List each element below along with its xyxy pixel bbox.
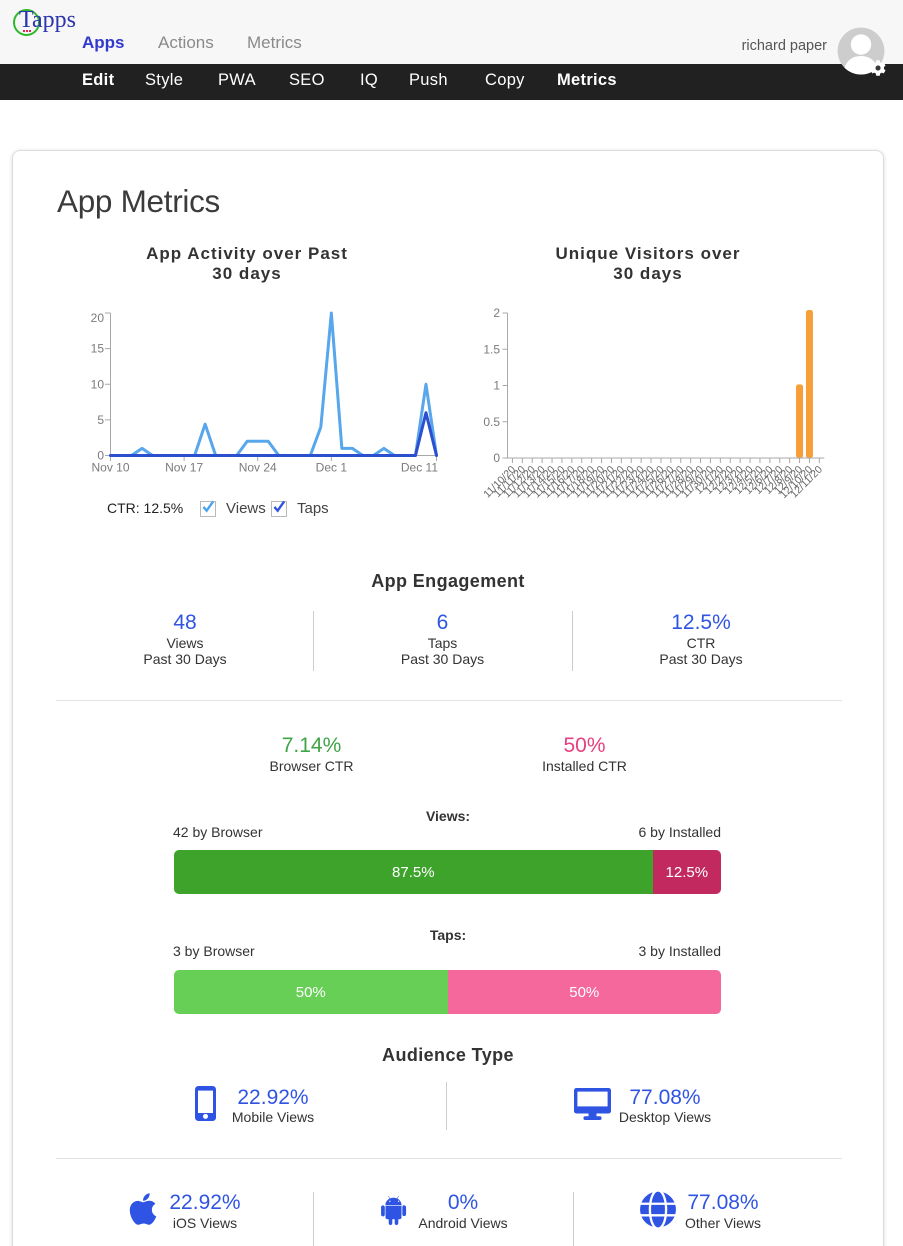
svg-text:0: 0	[97, 449, 104, 463]
svg-text:2: 2	[493, 306, 500, 320]
svg-text:Dec 1: Dec 1	[316, 461, 348, 475]
svg-text:15: 15	[91, 342, 105, 356]
svg-text:1.5: 1.5	[483, 342, 500, 356]
svg-text:20: 20	[91, 311, 105, 325]
svg-text:0: 0	[493, 451, 500, 465]
svg-text:0.5: 0.5	[483, 415, 500, 429]
svg-text:Nov 17: Nov 17	[165, 461, 203, 475]
svg-text:Dec 11: Dec 11	[401, 461, 438, 475]
svg-text:Nov 24: Nov 24	[239, 461, 277, 475]
svg-text:10: 10	[91, 377, 105, 391]
svg-text:5: 5	[97, 413, 104, 427]
svg-text:1: 1	[493, 379, 500, 393]
svg-text:Nov 10: Nov 10	[91, 461, 129, 475]
